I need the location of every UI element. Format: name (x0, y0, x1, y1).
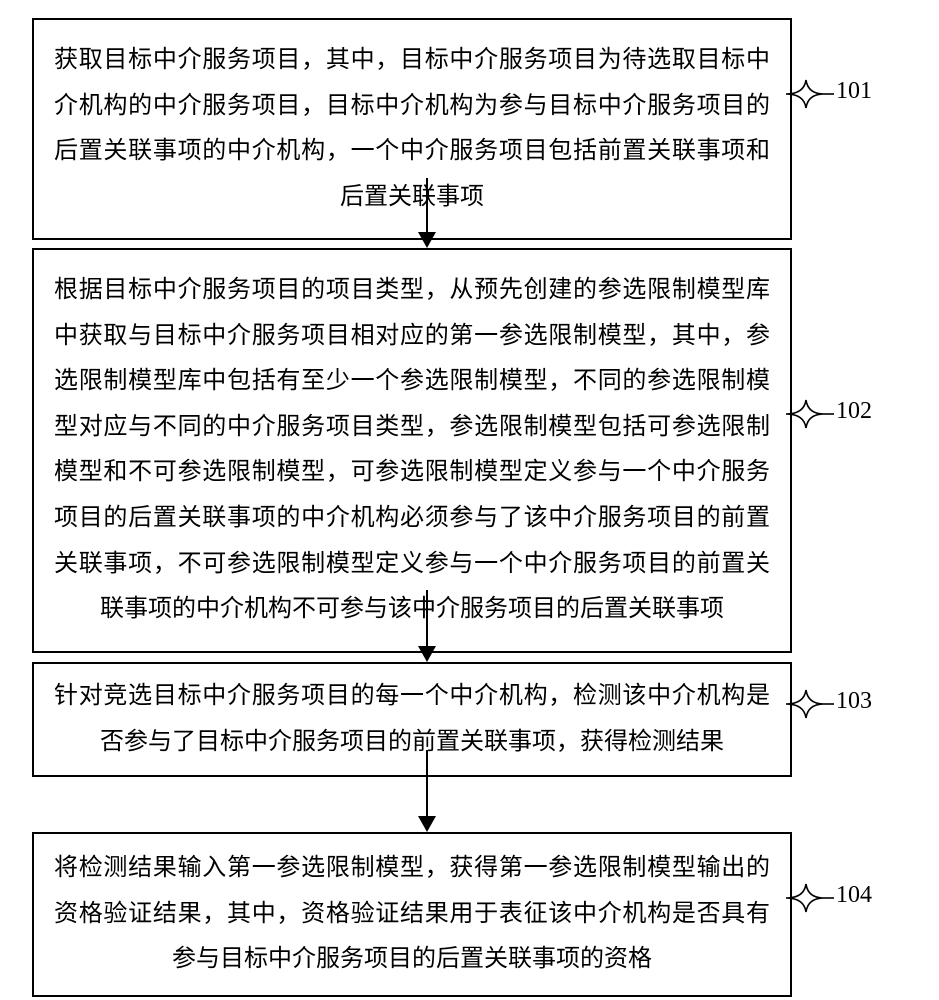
flow-label-101-text: 101 (836, 78, 872, 104)
flow-arrow-2-3 (32, 590, 822, 662)
flow-arrow-3-4 (32, 750, 822, 832)
flow-label-104-text: 104 (836, 882, 872, 908)
label-connector-icon (786, 876, 834, 920)
arrow-line-icon (426, 750, 428, 816)
arrow-line-icon (426, 590, 428, 646)
label-connector-icon (786, 682, 834, 726)
flow-label-102-text: 102 (836, 398, 872, 424)
flow-label-103-text: 103 (836, 688, 872, 714)
arrow-head-icon (418, 646, 436, 662)
flow-label-103: 103 (824, 688, 860, 715)
flow-label-104: 104 (824, 882, 860, 909)
flow-label-102: 102 (824, 398, 860, 425)
flow-node-4-text: 将检测结果输入第一参选限制模型，获得第一参选限制模型输出的资格验证结果，其中，资… (54, 846, 770, 983)
label-connector-icon (786, 72, 834, 116)
arrow-head-icon (418, 232, 436, 248)
label-connector-icon (786, 392, 834, 436)
flow-node-4: 将检测结果输入第一参选限制模型，获得第一参选限制模型输出的资格验证结果，其中，资… (32, 832, 792, 997)
flow-arrow-1-2 (32, 178, 822, 248)
arrow-head-icon (418, 816, 436, 832)
arrow-line-icon (426, 178, 428, 232)
flow-label-101: 101 (824, 78, 860, 105)
flow-node-2-text: 根据目标中介服务项目的项目类型，从预先创建的参选限制模型库中获取与目标中介服务项… (54, 268, 770, 633)
flowchart-container: 获取目标中介服务项目，其中，目标中介服务项目为待选取目标中介机构的中介服务项目，… (0, 0, 939, 1000)
